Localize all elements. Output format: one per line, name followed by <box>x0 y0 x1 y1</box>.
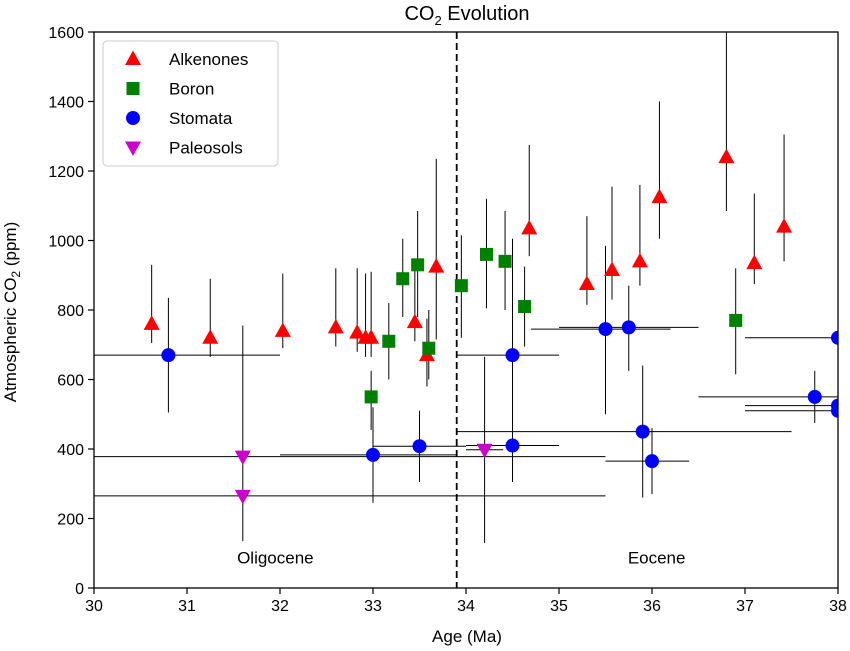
axes: 30 31 32 33 34 35 36 37 38 0 200 400 600 800 1000 1200 1… <box>48 25 847 615</box>
plot-area: Oligocene Eocene <box>94 32 838 588</box>
boron-data-point <box>454 279 468 293</box>
x-tick-label: 38 <box>829 598 847 615</box>
paleosols-data-point <box>476 443 493 459</box>
y-tick-label: 1000 <box>48 234 84 251</box>
legend-label-alkenones: Alkenones <box>169 50 248 69</box>
alkenones-data-point <box>406 313 423 329</box>
paleosols-data-point <box>234 489 251 505</box>
x-tick-label: 33 <box>364 598 382 615</box>
y-tick-label: 600 <box>57 373 84 390</box>
x-axis-label: Age (Ma) <box>432 627 502 646</box>
x-tick-label: 36 <box>643 598 661 615</box>
boron-data-point <box>479 247 493 261</box>
legend-box <box>102 40 279 167</box>
legend-label-boron: Boron <box>169 80 214 99</box>
boron-data-point <box>729 313 743 327</box>
boron-data-point <box>382 334 396 348</box>
x-tick-label: 35 <box>550 598 568 615</box>
legend: Alkenones Boron Stomata Paleosols <box>102 40 279 167</box>
y-tick-label: 400 <box>57 442 84 459</box>
stomata-data-point <box>645 454 659 469</box>
stomata-data-point <box>505 348 520 363</box>
epoch-label-eocene: Eocene <box>628 549 686 568</box>
legend-label-paleosols: Paleosols <box>169 139 243 158</box>
stomata-data-point <box>412 439 427 454</box>
alkenones-data-point <box>327 318 344 334</box>
stomata-data-point <box>831 330 838 345</box>
alkenones-data-point <box>578 275 595 290</box>
y-tick-label: 200 <box>57 512 84 529</box>
stomata-data-point <box>831 403 838 418</box>
y-tick-label: 800 <box>57 303 84 320</box>
legend-marker-boron <box>126 82 140 95</box>
alkenones-data-point <box>202 329 219 344</box>
x-tick-label: 30 <box>85 598 103 615</box>
x-tick-label: 37 <box>736 598 754 615</box>
chart-title: CO2 Evolution <box>404 3 529 28</box>
alkenones-data-point <box>143 315 160 330</box>
alkenones-data-point <box>718 148 735 164</box>
alkenones-data-point <box>746 254 763 270</box>
boron-data-point <box>498 254 512 268</box>
y-axis-label: Atmospheric CO2 (ppm) <box>1 222 23 403</box>
stomata-data-point <box>635 424 650 439</box>
legend-marker-stomata <box>126 111 140 125</box>
stomata-data-point <box>621 320 636 335</box>
boron-data-point <box>396 272 410 286</box>
legend-marker-alkenones <box>125 50 141 65</box>
alkenones-data-point <box>428 258 445 273</box>
y-tick-label: 0 <box>75 581 84 598</box>
stomata-data-point <box>161 348 176 363</box>
stomata-data-point <box>505 438 520 453</box>
alkenones-data-point <box>651 188 668 204</box>
alkenones-data-point <box>349 324 366 339</box>
x-tick-label: 34 <box>457 598 475 615</box>
y-tick-label: 1600 <box>48 25 84 42</box>
x-tick-label: 32 <box>271 598 289 615</box>
alkenones-data-point <box>363 329 380 344</box>
boron-data-point <box>422 341 436 355</box>
stomata-data-point <box>366 447 380 462</box>
paleosols-data-point <box>234 450 251 466</box>
alkenones-data-point <box>604 261 621 277</box>
stomata-data-point <box>598 322 613 337</box>
stomata-data-point <box>807 389 822 404</box>
boron-data-point <box>364 390 378 404</box>
y-tick-label: 1400 <box>48 95 84 112</box>
alkenones-data-point <box>776 218 793 233</box>
alkenones-data-point <box>631 252 648 268</box>
legend-label-stomata: Stomata <box>169 109 233 128</box>
boron-data-point <box>518 300 532 314</box>
y-tick-label: 1200 <box>48 164 84 181</box>
alkenones-data-point <box>274 322 291 337</box>
legend-marker-paleosols <box>125 141 141 156</box>
x-tick-label: 31 <box>178 598 196 615</box>
alkenones-data-point <box>521 219 538 235</box>
epoch-label-oligocene: Oligocene <box>237 549 314 568</box>
boron-data-point <box>411 258 425 272</box>
